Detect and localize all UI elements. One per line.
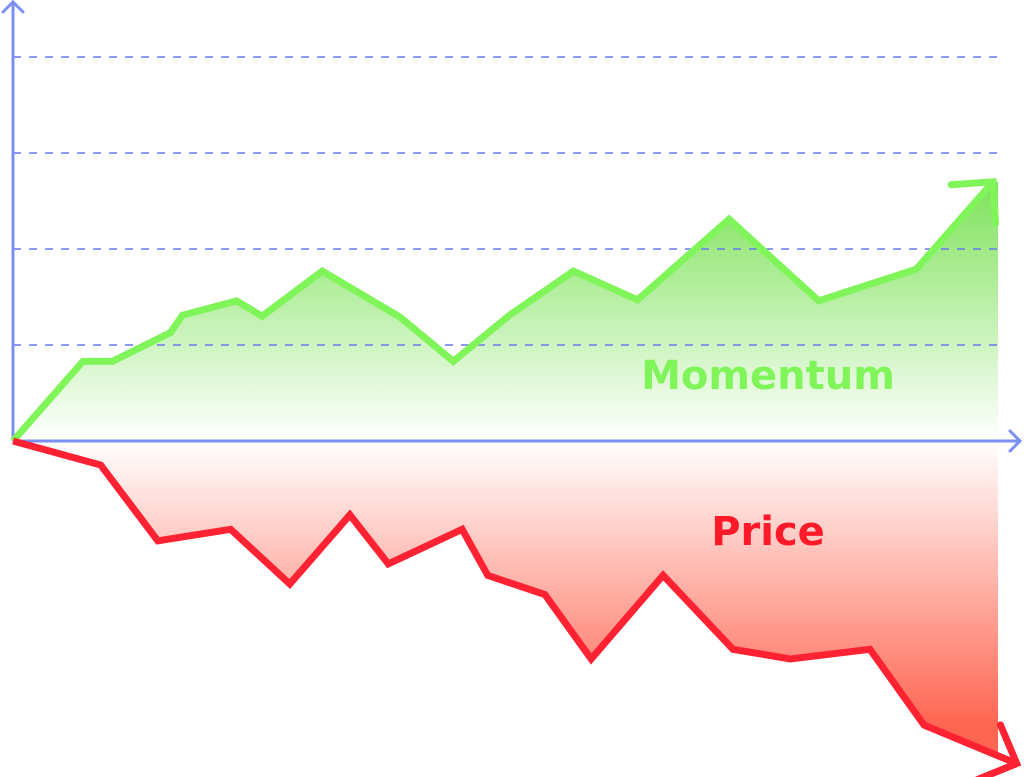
x-axis-arrow-icon xyxy=(1008,429,1023,453)
arrowhead-price-icon xyxy=(975,721,1022,777)
area-fill-price xyxy=(13,441,998,756)
arrowhead-momentum-icon xyxy=(947,178,1000,228)
y-axis-arrow-icon xyxy=(1,0,25,14)
series-label-momentum: Momentum xyxy=(641,353,895,399)
series-label-price: Price xyxy=(711,509,825,555)
area-fill-momentum xyxy=(13,181,998,442)
